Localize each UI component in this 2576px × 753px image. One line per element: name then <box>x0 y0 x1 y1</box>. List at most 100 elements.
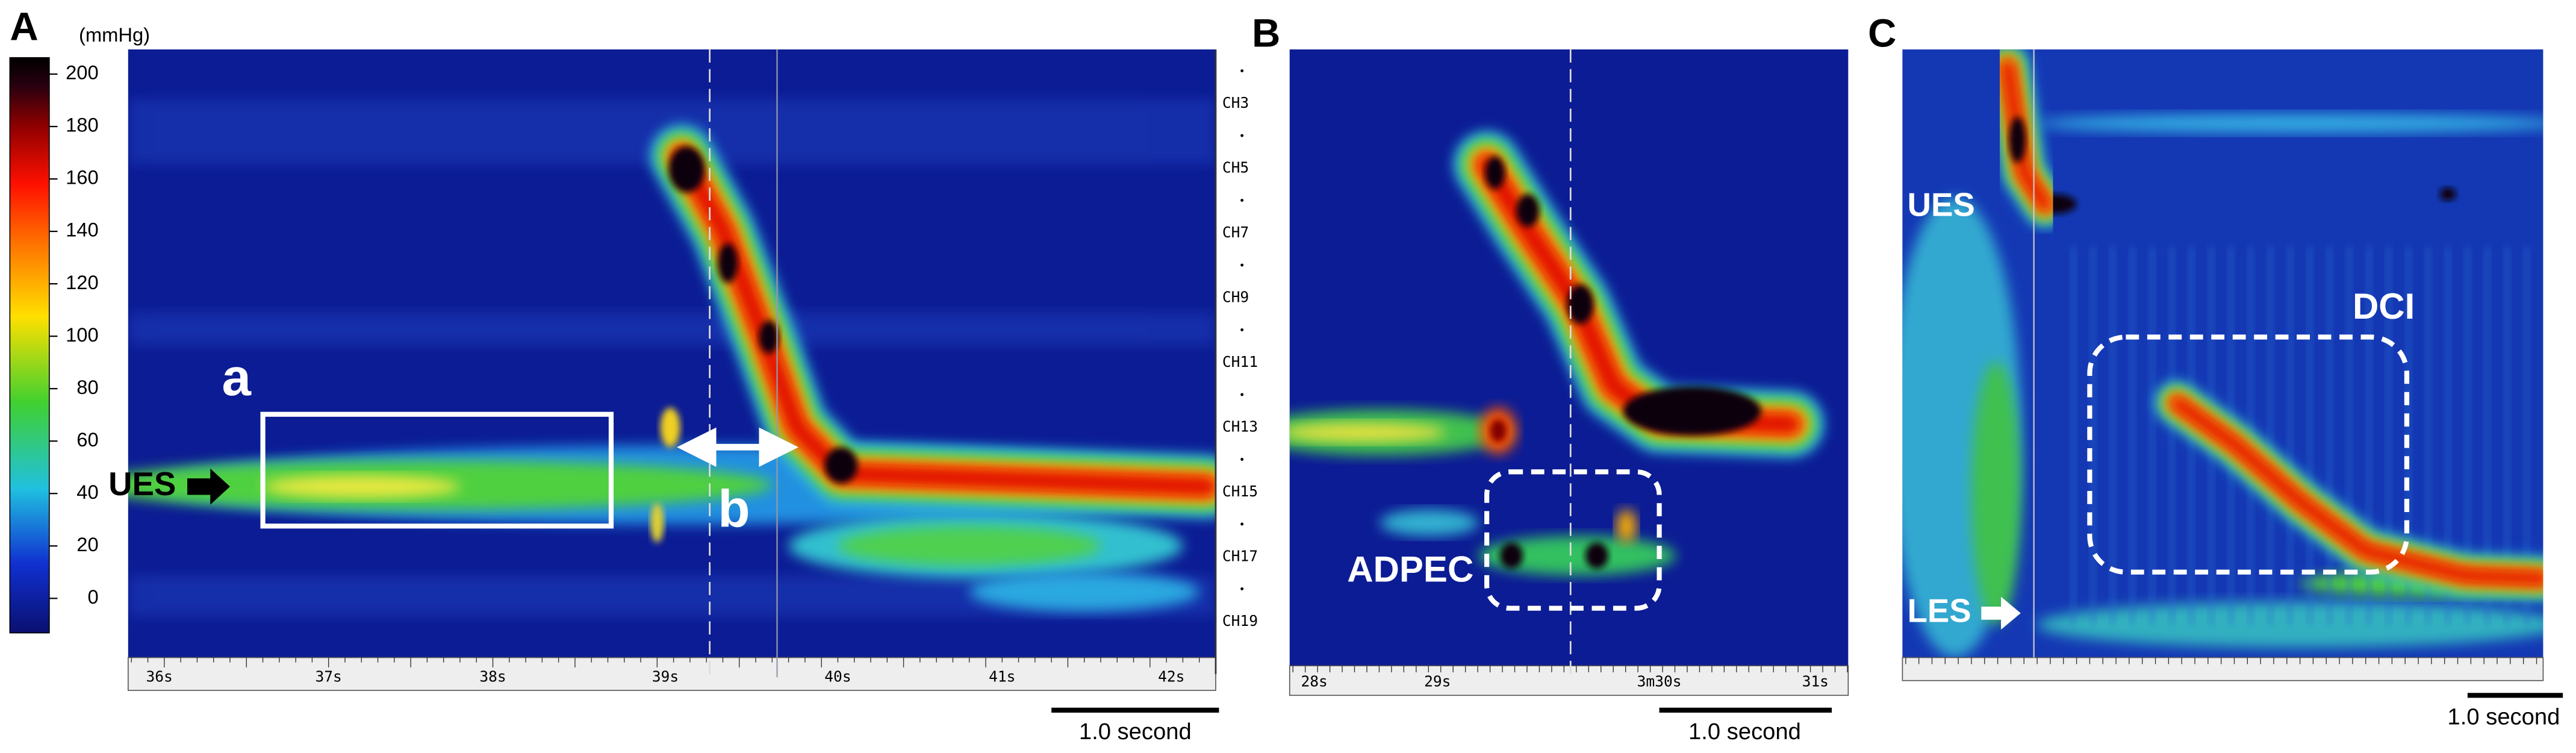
pressure-peak <box>718 243 738 283</box>
channel-dot <box>1240 134 1244 137</box>
pressure-region <box>2089 246 2097 625</box>
colorbar-tick-label: 120 <box>66 271 99 293</box>
pressure-region <box>263 475 460 498</box>
pressure-band <box>2170 396 2543 586</box>
scale-bar-label: 1.0 second <box>1688 719 1801 745</box>
pressure-region <box>1616 509 1637 543</box>
pressure-map <box>128 98 1216 617</box>
pressure-region <box>1971 361 2021 625</box>
pressure-region <box>2306 246 2313 625</box>
colorbar-ticks: 0 20 40 60 80 100 120 140 160 180 200 <box>49 61 99 608</box>
arrow <box>1981 596 2021 630</box>
time-label: 39s <box>652 667 679 685</box>
pressure-map <box>1289 131 1824 577</box>
colorbar-tick-label: 0 <box>87 586 98 608</box>
colorbar <box>9 57 50 634</box>
pressure-region <box>2385 246 2392 625</box>
pressure-band <box>2001 59 2052 212</box>
annotation-label: ADPEC <box>1347 549 1473 590</box>
pressure-peak <box>824 447 858 484</box>
channel-dot <box>1240 263 1244 267</box>
pressure-region <box>2365 246 2372 625</box>
pressure-region <box>838 526 1101 566</box>
pressure-region <box>969 572 1199 612</box>
pressure-region <box>2523 246 2530 625</box>
pressure-region <box>128 312 1216 346</box>
colorbar-tick-label: 60 <box>76 428 98 451</box>
colorbar-tick-label: 40 <box>76 481 98 503</box>
pressure-region <box>2503 246 2510 625</box>
time-label: 40s <box>824 667 851 685</box>
time-label: 3m30s <box>1637 672 1682 690</box>
pressure-region <box>650 503 664 543</box>
channel-dot <box>1240 328 1244 331</box>
pressure-region <box>2346 246 2353 625</box>
pressure-peak <box>1585 542 1609 569</box>
pressure-region <box>1289 422 1446 443</box>
panel-label: A <box>10 5 38 49</box>
pressure-peak <box>1567 284 1594 324</box>
channel-dot <box>1240 199 1244 202</box>
channel-dot <box>1240 587 1244 590</box>
pressure-region <box>2168 246 2176 625</box>
colorbar-unit: (mmHg) <box>79 23 150 46</box>
time-label: 38s <box>479 667 506 685</box>
time-label: 42s <box>1158 667 1184 685</box>
time-axis <box>1902 657 2544 681</box>
pressure-peak <box>2439 187 2456 201</box>
pressure-region <box>2070 246 2077 625</box>
pressure-region <box>2129 246 2136 625</box>
pressure-region <box>2286 246 2294 625</box>
channel-label: CH15 <box>1222 483 1258 500</box>
time-label: 29s <box>1424 672 1451 690</box>
colorbar-tick-label: 180 <box>66 114 99 136</box>
channel-dot <box>1240 458 1244 461</box>
pressure-region <box>660 407 680 448</box>
colorbar-tick-label: 140 <box>66 219 99 241</box>
scale-bar-label: 1.0 second <box>1079 719 1192 745</box>
pressure-region <box>2464 246 2471 625</box>
time-label: 37s <box>315 667 341 685</box>
panel-label: C <box>1868 11 1896 55</box>
channel-label: CH17 <box>1222 548 1258 565</box>
pressure-region <box>2444 246 2451 625</box>
pressure-peak <box>1516 194 1540 227</box>
pressure-region <box>2424 246 2431 625</box>
pressure-region <box>2037 113 2543 134</box>
pressure-region <box>2484 246 2491 625</box>
annotation-label: LES <box>1908 592 1971 629</box>
pressure-peak <box>1499 542 1523 569</box>
pressure-band <box>672 146 1216 496</box>
pressure-region <box>2109 246 2117 625</box>
time-label: 28s <box>1301 672 1327 690</box>
time-axis <box>1289 665 1849 696</box>
channel-dot <box>1240 69 1244 72</box>
channel-label: CH7 <box>1222 223 1249 241</box>
channel-dot <box>1240 522 1244 526</box>
pressure-region <box>2267 246 2274 625</box>
arrow <box>187 468 230 505</box>
annotation-label: b <box>718 480 750 539</box>
annotation-label: UES <box>1908 186 1975 223</box>
colorbar-tick-label: 200 <box>66 61 99 84</box>
time-label: 31s <box>1802 672 1829 690</box>
channel-label: CH11 <box>1222 353 1258 370</box>
pressure-peak <box>2009 116 2026 163</box>
time-label: 41s <box>989 667 1015 685</box>
annotation-label: a <box>222 348 252 407</box>
pressure-peak <box>668 146 705 193</box>
pressure-region <box>2326 246 2333 625</box>
colorbar-tick-label: 80 <box>76 376 98 398</box>
channel-label: CH9 <box>1222 289 1249 306</box>
annotation-box <box>1484 469 1662 611</box>
annotation-box <box>2087 334 2410 575</box>
colorbar-tick-label: 160 <box>66 166 99 189</box>
pressure-region <box>1380 509 1479 536</box>
time-label: 36s <box>146 667 172 685</box>
pressure-peak <box>759 320 779 354</box>
annotation-label: DCI <box>2353 286 2415 327</box>
pressure-region <box>2148 246 2156 625</box>
channel-label: CH3 <box>1222 94 1249 111</box>
panel-label: B <box>1252 11 1280 55</box>
